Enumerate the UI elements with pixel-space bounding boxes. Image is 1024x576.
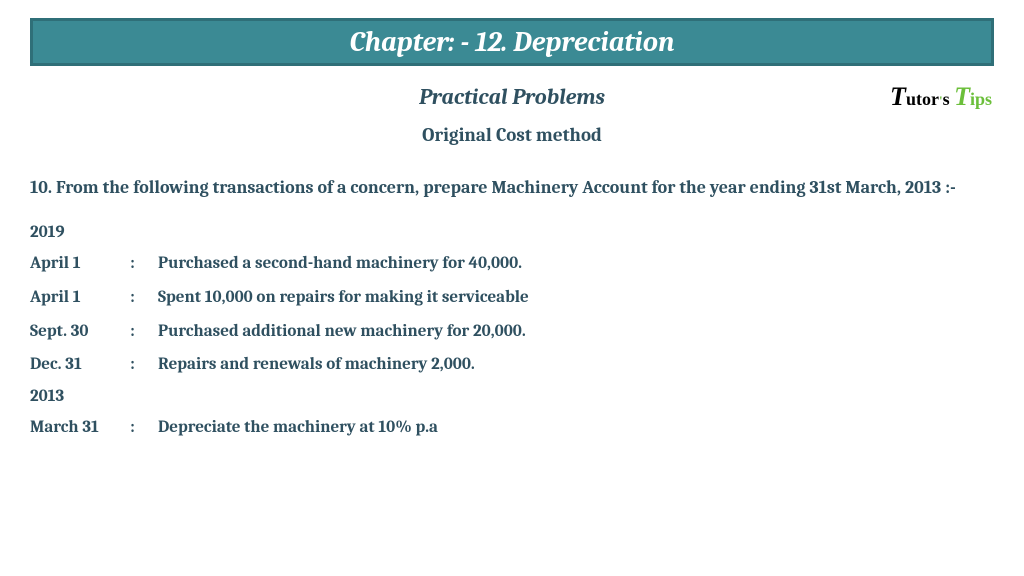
transaction-date: Sept. 30 [30,320,130,344]
transaction-row: Dec. 31 : Repairs and renewals of machin… [30,353,994,377]
transaction-row: Sept. 30 : Purchased additional new mach… [30,320,994,344]
colon: : [130,286,158,310]
transaction-desc: Purchased a second-hand machinery for 40… [158,252,994,276]
transaction-date: March 31 [30,416,130,440]
chapter-header: Chapter: - 12. Depreciation [30,18,994,66]
transaction-desc: Purchased additional new machinery for 2… [158,320,994,344]
colon: : [130,320,158,344]
transaction-date: Dec. 31 [30,353,130,377]
colon: : [130,353,158,377]
logo: Tutor's Tips [890,82,992,112]
chapter-title: Chapter: - 12. Depreciation [350,26,675,58]
transaction-desc: Repairs and renewals of machinery 2,000. [158,353,994,377]
question-text: 10. From the following transactions of a… [30,174,994,201]
transaction-row: April 1 : Purchased a second-hand machin… [30,252,994,276]
method-title: Original Cost method [30,124,994,146]
transaction-desc: Spent 10,000 on repairs for making it se… [158,286,994,310]
year-1: 2019 [30,223,994,242]
transaction-row: March 31 : Depreciate the machinery at 1… [30,416,994,440]
transaction-row: April 1 : Spent 10,000 on repairs for ma… [30,286,994,310]
year-2: 2013 [30,387,994,406]
colon: : [130,252,158,276]
subheader: Practical Problems [30,84,994,110]
colon: : [130,416,158,440]
transaction-date: April 1 [30,286,130,310]
transaction-desc: Depreciate the machinery at 10% p.a [158,416,994,440]
transaction-date: April 1 [30,252,130,276]
